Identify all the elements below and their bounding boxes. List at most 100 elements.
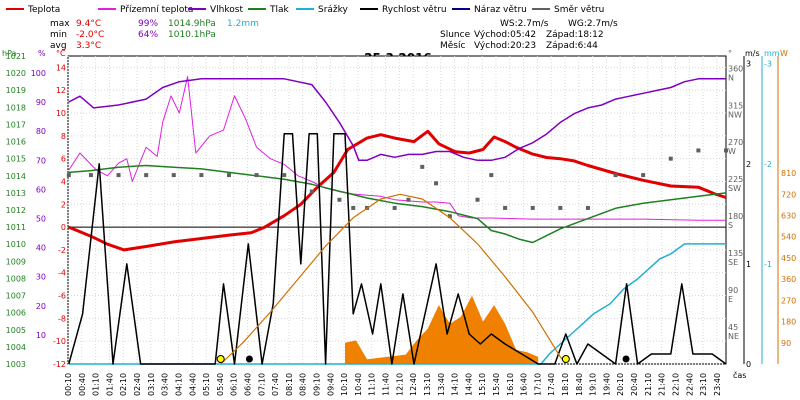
tick-label-direction-name: E bbox=[728, 295, 733, 304]
tick-label-hpa: 1018 bbox=[6, 103, 26, 112]
tick-label-time: 22:40 bbox=[685, 373, 694, 396]
tick-label-pct: 80 bbox=[36, 127, 46, 136]
tick-label-pct: 40 bbox=[36, 244, 46, 253]
tick-label-time: 03:40 bbox=[161, 373, 170, 396]
tick-label-w: 810 bbox=[781, 169, 796, 178]
series-line-vlhkost bbox=[68, 78, 726, 162]
tick-label-pct: 30 bbox=[36, 273, 46, 282]
axis-unit-label: % bbox=[38, 49, 46, 58]
wind-direction-point bbox=[447, 214, 452, 219]
tick-label-time: 00:40 bbox=[78, 373, 87, 396]
tick-label-time: 04:10 bbox=[174, 373, 183, 396]
axes: hPa% °C ° m/s mm W102110201019101810171016101… bbox=[2, 49, 796, 396]
legend-label: Rychlost větru bbox=[382, 5, 447, 15]
wind-direction-point bbox=[309, 189, 314, 194]
tick-label-direction-deg: 360 bbox=[728, 64, 743, 73]
tick-label-hpa: 1021 bbox=[6, 52, 26, 61]
series-line-sr-ky bbox=[68, 243, 726, 365]
stat-max-hum: 99% bbox=[138, 19, 158, 29]
tick-label-time: 02:10 bbox=[119, 373, 128, 396]
tick-label-time: 04:40 bbox=[188, 373, 197, 396]
grid bbox=[67, 56, 726, 365]
tick-label-ms: 3 bbox=[746, 60, 751, 69]
sun-label: Slunce bbox=[440, 30, 471, 40]
tick-label-time: 10:10 bbox=[340, 373, 349, 396]
plot-frame bbox=[67, 55, 727, 365]
wind-direction-point bbox=[475, 197, 480, 202]
tick-label-celsius: -6 bbox=[58, 292, 66, 301]
tick-label-hpa: 1011 bbox=[6, 223, 26, 232]
wind-direction-point bbox=[351, 205, 356, 210]
wind-direction-point bbox=[724, 148, 728, 153]
tick-label-time: 13:40 bbox=[437, 373, 446, 396]
series-line-tlak bbox=[68, 164, 727, 244]
tick-label-pct: 90 bbox=[36, 98, 46, 107]
wind-direction-point bbox=[88, 173, 93, 178]
tick-label-mm: -2 bbox=[764, 160, 772, 169]
tick-label-pct: 50 bbox=[36, 214, 46, 223]
tick-label-time: 16:40 bbox=[520, 373, 529, 396]
moonrise-marker bbox=[622, 355, 630, 363]
tick-label-pct: 10 bbox=[36, 331, 46, 340]
tick-label-direction-name: SE bbox=[728, 258, 738, 267]
tick-label-time: 18:10 bbox=[561, 373, 570, 396]
tick-label-celsius: -8 bbox=[58, 314, 66, 323]
legend-label: Přízemní teplota bbox=[120, 5, 193, 15]
legend-label: Srážky bbox=[318, 5, 349, 15]
tick-label-time: 01:10 bbox=[92, 373, 101, 396]
tick-label-celsius: -4 bbox=[58, 269, 66, 278]
tick-label-hpa: 1005 bbox=[6, 326, 26, 335]
axis-unit-label: ° bbox=[728, 49, 732, 58]
solar-actual-area bbox=[345, 295, 539, 364]
tick-label-time: 16:10 bbox=[506, 373, 515, 396]
tick-label-time: 07:40 bbox=[271, 373, 280, 396]
wind-direction-point bbox=[558, 205, 563, 210]
tick-label-time: 01:40 bbox=[105, 373, 114, 396]
wind-direction-point bbox=[585, 205, 590, 210]
sunrise-marker bbox=[216, 355, 225, 363]
tick-label-time: 17:40 bbox=[547, 373, 556, 396]
wind-direction-point bbox=[641, 173, 646, 178]
tick-label-hpa: 1006 bbox=[6, 309, 26, 318]
tick-label-time: 15:10 bbox=[478, 373, 487, 396]
tick-label-time: 11:10 bbox=[368, 373, 377, 396]
stat-max-press: 1014.9hPa bbox=[168, 19, 216, 29]
tick-label-time: 00:10 bbox=[64, 373, 73, 396]
tick-label-pct: 60 bbox=[36, 185, 46, 194]
tick-label-pct: 100 bbox=[31, 69, 46, 78]
wind-gust-text: WG:2.7m/s bbox=[568, 19, 618, 29]
legend-label: Náraz větru bbox=[474, 5, 527, 15]
tick-label-time: 14:10 bbox=[451, 373, 460, 396]
tick-label-hpa: 1020 bbox=[6, 69, 26, 78]
tick-label-time: 23:10 bbox=[699, 373, 708, 396]
stats-block: max 9.4°C 99% 1014.9hPa 1.2mm min -2.0°C… bbox=[50, 19, 259, 51]
tick-label-hpa: 1016 bbox=[6, 138, 26, 147]
astro-markers bbox=[216, 355, 630, 363]
stat-min-press: 1010.1hPa bbox=[168, 30, 216, 40]
stat-min-temp: -2.0°C bbox=[76, 30, 104, 40]
wind-direction-point bbox=[420, 164, 425, 169]
wind-direction-point bbox=[254, 173, 259, 178]
tick-label-w: 90 bbox=[781, 339, 791, 348]
moon-label: Měsíc bbox=[440, 41, 465, 51]
tick-label-celsius: -12 bbox=[53, 360, 66, 369]
tick-label-w: 540 bbox=[781, 233, 796, 242]
tick-label-ms: 2 bbox=[746, 160, 751, 169]
wind-direction-point bbox=[696, 148, 701, 153]
tick-label-time: 03:10 bbox=[147, 373, 156, 396]
tick-label-mm: -3 bbox=[764, 60, 772, 69]
wind-direction-point bbox=[116, 173, 121, 178]
tick-label-hpa: 1012 bbox=[6, 206, 26, 215]
tick-label-time: 11:40 bbox=[382, 373, 391, 396]
legend-label: Vlhkost bbox=[210, 5, 243, 15]
wind-direction-point bbox=[489, 173, 494, 178]
moonset-text: Západ:6:44 bbox=[546, 41, 598, 51]
tick-label-w: 180 bbox=[781, 318, 796, 327]
tick-label-hpa: 1010 bbox=[6, 240, 26, 249]
tick-label-hpa: 1015 bbox=[6, 155, 26, 164]
tick-label-direction-name: SW bbox=[728, 184, 741, 193]
wind-direction-point bbox=[668, 156, 673, 161]
tick-label-time: 10:40 bbox=[354, 373, 363, 396]
tick-label-w: 450 bbox=[781, 254, 796, 263]
